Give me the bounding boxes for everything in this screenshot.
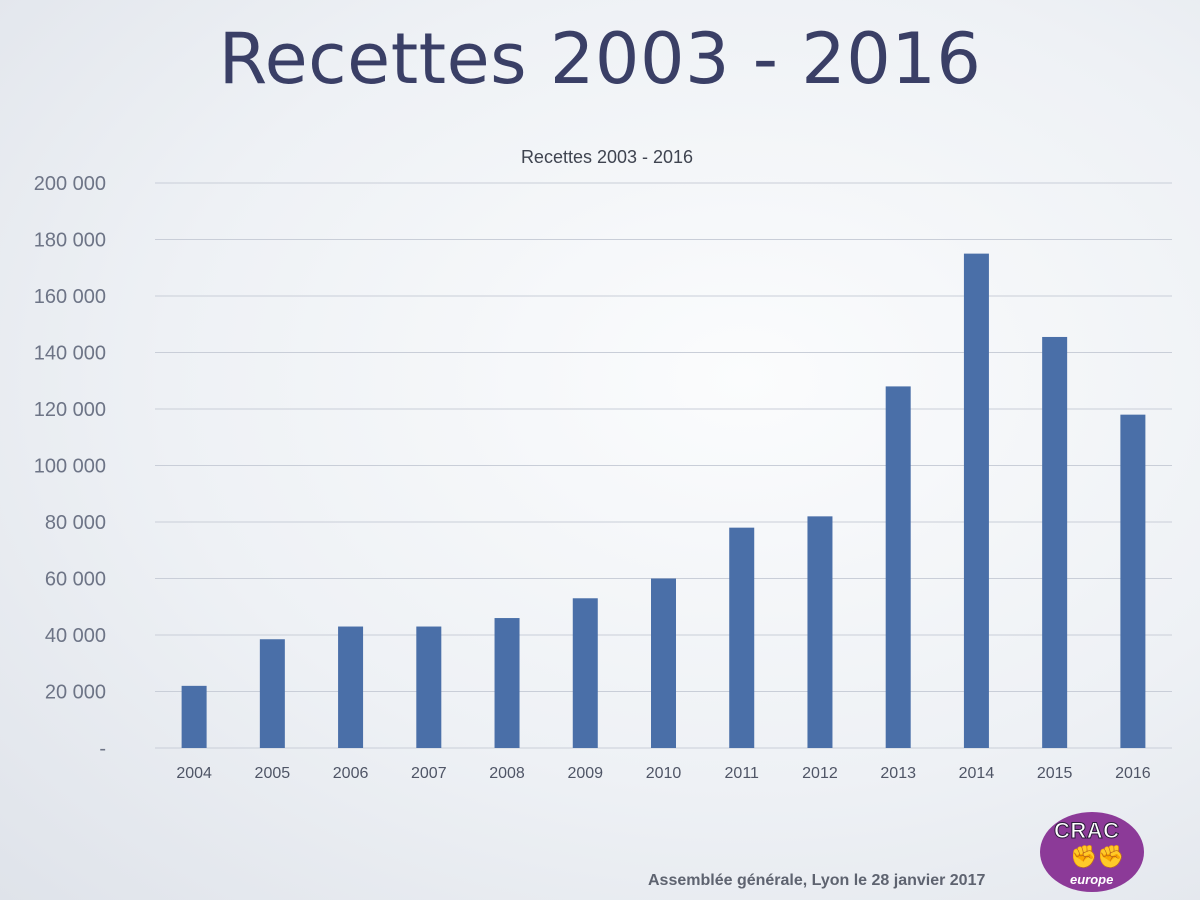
logo-name: CRAC bbox=[1054, 818, 1120, 844]
x-tick-label: 2011 bbox=[725, 765, 760, 782]
y-tick-label: 20 000 bbox=[45, 682, 106, 704]
bar-2005 bbox=[259, 639, 285, 748]
bar-2006 bbox=[338, 626, 364, 748]
x-tick-label: 2007 bbox=[411, 765, 447, 782]
x-tick-label: 2012 bbox=[802, 765, 838, 782]
y-tick-label: 60 000 bbox=[45, 569, 106, 591]
x-tick-label: 2010 bbox=[646, 765, 682, 782]
x-tick-label: 2014 bbox=[959, 765, 995, 782]
footer-caption: Assemblée générale, Lyon le 28 janvier 2… bbox=[648, 872, 986, 889]
bar-2014 bbox=[963, 253, 989, 748]
bar-2015 bbox=[1042, 336, 1068, 748]
chart-title: Recettes 2003 - 2016 bbox=[521, 147, 693, 167]
x-tick-label: 2005 bbox=[255, 765, 291, 782]
bar-2008 bbox=[494, 618, 520, 748]
y-tick-label: 40 000 bbox=[45, 625, 106, 647]
x-tick-label: 2016 bbox=[1115, 765, 1151, 782]
y-tick-label: 160 000 bbox=[34, 286, 106, 308]
x-tick-label: 2004 bbox=[176, 765, 212, 782]
logo-badge bbox=[1040, 812, 1144, 892]
bar-2013 bbox=[885, 386, 911, 748]
bar-2016 bbox=[1120, 414, 1146, 748]
y-tick-label: 180 000 bbox=[34, 230, 106, 252]
bar-2004 bbox=[181, 685, 207, 748]
y-tick-label: 120 000 bbox=[34, 399, 106, 421]
x-tick-label: 2009 bbox=[567, 765, 603, 782]
x-tick-label: 2006 bbox=[333, 765, 369, 782]
slide-title: Recettes 2003 - 2016 bbox=[218, 18, 982, 100]
bar-2011 bbox=[729, 527, 755, 748]
x-tick-label: 2008 bbox=[489, 765, 525, 782]
x-tick-label: 2013 bbox=[880, 765, 916, 782]
x-tick-label: 2015 bbox=[1037, 765, 1073, 782]
raised-fists-icon: ✊✊ bbox=[1070, 844, 1125, 869]
y-tick-label: 140 000 bbox=[34, 343, 106, 365]
y-tick-label: - bbox=[99, 738, 106, 760]
y-axis-ticks: - 20 000 40 000 60 000 80 000 100 000 120 000 1… bbox=[34, 173, 106, 760]
bar-2007 bbox=[416, 626, 442, 748]
bar-2010 bbox=[651, 578, 676, 748]
y-tick-label: 200 000 bbox=[34, 173, 106, 195]
x-axis-ticks: 2004 2005 2006 2007 2008 2009 2010 2011 2012 2013… bbox=[176, 765, 1150, 782]
bars bbox=[181, 253, 1146, 748]
bar-2009 bbox=[572, 598, 598, 748]
logo-subtitle: europe bbox=[1070, 872, 1114, 887]
y-tick-label: 100 000 bbox=[34, 456, 106, 478]
crac-europe-logo: CRAC ✊✊ europe bbox=[1040, 812, 1146, 892]
bar-2012 bbox=[807, 516, 833, 748]
y-tick-label: 80 000 bbox=[45, 512, 106, 534]
